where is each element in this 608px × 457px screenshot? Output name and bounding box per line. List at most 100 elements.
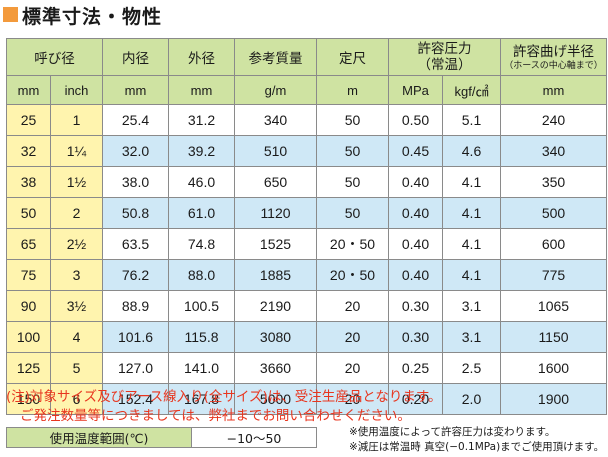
- cell-inch: 4: [50, 321, 103, 353]
- unit-radius: mm: [500, 75, 607, 105]
- cell-radius: 240: [500, 104, 607, 136]
- cell-inch: 1½: [50, 166, 103, 198]
- cell-mm: 38: [6, 166, 51, 198]
- temperature-range: 使用温度範囲(℃) −10〜50: [6, 427, 317, 448]
- table-row: 90 3½ 88.9 100.5 2190 20 0.30 3.1 1065: [6, 290, 607, 322]
- table-row: 100 4 101.6 115.8 3080 20 0.30 3.1 1150: [6, 321, 607, 353]
- cell-radius: 775: [500, 259, 607, 291]
- title-marker: [3, 7, 18, 22]
- cell-inner: 152.4: [102, 383, 169, 415]
- table-row: 38 1½ 38.0 46.0 650 50 0.40 4.1 350: [6, 166, 607, 198]
- unit-outer: mm: [168, 75, 235, 105]
- cell-kgf: 2.0: [442, 383, 501, 415]
- unit-inch: inch: [50, 75, 103, 105]
- header-mass: 参考質量: [234, 38, 317, 76]
- temperature-label: 使用温度範囲(℃): [6, 427, 192, 448]
- title-row: 標準寸法・物性: [0, 0, 608, 30]
- cell-radius: 1600: [500, 352, 607, 384]
- cell-mass: 3660: [234, 352, 317, 384]
- cell-inner: 38.0: [102, 166, 169, 198]
- cell-length: 20・50: [316, 228, 389, 260]
- cell-mm: 75: [6, 259, 51, 291]
- cell-outer: 167.8: [168, 383, 235, 415]
- header-radius-line1: 許容曲げ半径: [513, 44, 594, 59]
- cell-length: 20: [316, 383, 389, 415]
- cell-inner: 63.5: [102, 228, 169, 260]
- small-note-1: ※使用温度によって許容圧力は変わります。: [349, 426, 556, 438]
- cell-mpa: 0.30: [388, 290, 443, 322]
- cell-mpa: 0.30: [388, 321, 443, 353]
- cell-inner: 101.6: [102, 321, 169, 353]
- cell-outer: 88.0: [168, 259, 235, 291]
- cell-length: 20・50: [316, 259, 389, 291]
- unit-length: m: [316, 75, 389, 105]
- cell-outer: 39.2: [168, 135, 235, 167]
- header-pressure-line1: 許容圧力: [417, 41, 472, 56]
- cell-outer: 141.0: [168, 352, 235, 384]
- cell-mpa: 0.45: [388, 135, 443, 167]
- cell-kgf: 4.1: [442, 228, 501, 260]
- cell-mm: 150: [6, 383, 51, 415]
- header-radius-line2: （ホースの中心軸まで）: [504, 60, 603, 70]
- unit-inner: mm: [102, 75, 169, 105]
- cell-mass: 5000: [234, 383, 317, 415]
- cell-inch: 2½: [50, 228, 103, 260]
- cell-radius: 1150: [500, 321, 607, 353]
- unit-mass: g/m: [234, 75, 317, 105]
- small-note-2: ※減圧は常温時 真空(−0.1MPa)までご使用頂けます。: [349, 441, 605, 453]
- table-row: 25 1 25.4 31.2 340 50 0.50 5.1 240: [6, 104, 607, 136]
- cell-mpa: 0.25: [388, 352, 443, 384]
- cell-outer: 31.2: [168, 104, 235, 136]
- cell-mass: 1120: [234, 197, 317, 229]
- cell-radius: 500: [500, 197, 607, 229]
- table-row: 32 1¼ 32.0 39.2 510 50 0.45 4.6 340: [6, 135, 607, 167]
- cell-mass: 1885: [234, 259, 317, 291]
- table-row: 75 3 76.2 88.0 1885 20・50 0.40 4.1 775: [6, 259, 607, 291]
- cell-radius: 350: [500, 166, 607, 198]
- header-length: 定尺: [316, 38, 389, 76]
- cell-mass: 510: [234, 135, 317, 167]
- cell-mpa: 0.50: [388, 104, 443, 136]
- cell-mpa: 0.40: [388, 166, 443, 198]
- temperature-value: −10〜50: [191, 427, 317, 448]
- page-title: 標準寸法・物性: [22, 6, 163, 28]
- cell-kgf: 2.5: [442, 352, 501, 384]
- cell-mm: 90: [6, 290, 51, 322]
- cell-inch: 1¼: [50, 135, 103, 167]
- cell-outer: 46.0: [168, 166, 235, 198]
- header-nominal: 呼び径: [6, 38, 103, 76]
- cell-mm: 25: [6, 104, 51, 136]
- cell-length: 20: [316, 352, 389, 384]
- cell-length: 50: [316, 104, 389, 136]
- cell-radius: 1065: [500, 290, 607, 322]
- cell-mass: 2190: [234, 290, 317, 322]
- cell-kgf: 3.1: [442, 321, 501, 353]
- cell-kgf: 4.6: [442, 135, 501, 167]
- cell-mm: 125: [6, 352, 51, 384]
- table-row: 150 6 152.4 167.8 5000 20 0.20 2.0 1900: [6, 383, 607, 415]
- header-inner: 内径: [102, 38, 169, 76]
- header-row: 呼び径 内径 外径 参考質量 定尺 許容圧力 （常温） 許容曲げ半径 （ホースの…: [6, 38, 607, 76]
- cell-length: 20: [316, 321, 389, 353]
- cell-inner: 32.0: [102, 135, 169, 167]
- table-row: 125 5 127.0 141.0 3660 20 0.25 2.5 1600: [6, 352, 607, 384]
- unit-mm: mm: [6, 75, 51, 105]
- note-line-1: (注)対象サイズ及びアース線入り(全サイズ)は、受注生産品となります。: [6, 389, 442, 405]
- note-line-2: ご発注数量等につきましては、弊社までお問い合わせください。: [20, 408, 411, 424]
- unit-kgf: kgf/㎠: [442, 75, 501, 105]
- cell-mm: 50: [6, 197, 51, 229]
- header-radius: 許容曲げ半径 （ホースの中心軸まで）: [500, 38, 607, 76]
- cell-mm: 65: [6, 228, 51, 260]
- cell-kgf: 5.1: [442, 104, 501, 136]
- cell-inch: 2: [50, 197, 103, 229]
- cell-length: 50: [316, 166, 389, 198]
- cell-outer: 100.5: [168, 290, 235, 322]
- cell-inner: 127.0: [102, 352, 169, 384]
- cell-kgf: 4.1: [442, 197, 501, 229]
- cell-inner: 50.8: [102, 197, 169, 229]
- cell-mm: 32: [6, 135, 51, 167]
- cell-outer: 61.0: [168, 197, 235, 229]
- cell-inch: 3: [50, 259, 103, 291]
- unit-mpa: MPa: [388, 75, 443, 105]
- cell-length: 50: [316, 135, 389, 167]
